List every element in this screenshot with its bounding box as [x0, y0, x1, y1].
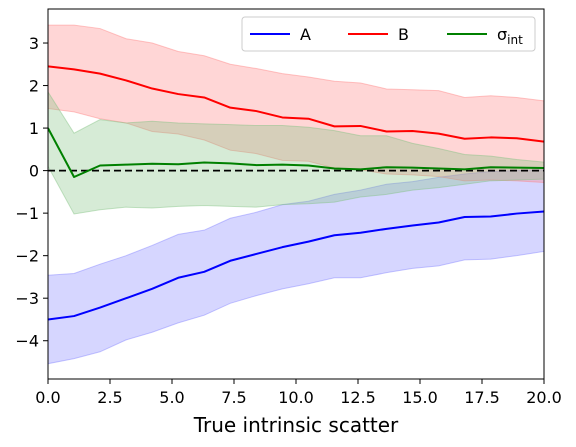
y-tick-label: 1	[29, 119, 39, 138]
y-tick-label: −3	[15, 289, 39, 308]
x-tick-label: 2.5	[97, 388, 122, 407]
series-line-2	[48, 127, 544, 178]
x-tick-label: 5.0	[159, 388, 184, 407]
legend-label-0: A	[300, 25, 311, 44]
axes: 0.0 2.5 5.0 7.5 10.0 12.5 15.0 17.5 20.0 −4 −3 −2 −1…	[15, 8, 562, 407]
legend-label-2: σint	[497, 25, 523, 47]
x-tick-label: 17.5	[464, 388, 500, 407]
legend-label-1: B	[398, 25, 409, 44]
y-tick-label: −4	[15, 332, 39, 351]
y-tick-label: 2	[29, 77, 39, 96]
legend-box	[241, 16, 536, 52]
y-tick-label: −1	[15, 204, 39, 223]
band-series-1	[48, 24, 544, 184]
confidence-bands	[48, 24, 544, 365]
y-tick-label: 0	[29, 162, 39, 181]
series-lines	[48, 65, 544, 321]
band-series-2	[48, 90, 544, 215]
x-tick-label: 7.5	[221, 388, 246, 407]
band-series-0	[48, 169, 544, 365]
x-tick-label: 15.0	[402, 388, 438, 407]
x-tick-label: 20.0	[526, 388, 562, 407]
series-line-1	[48, 65, 544, 143]
x-tick-label: 12.5	[340, 388, 376, 407]
y-tick-label: 3	[29, 34, 39, 53]
x-axis-title: True intrinsic scatter	[193, 413, 399, 437]
y-tick-label: −2	[15, 247, 39, 266]
series-line-0	[48, 210, 544, 321]
x-tick-label: 10.0	[278, 388, 314, 407]
x-tick-label: 0.0	[35, 388, 60, 407]
